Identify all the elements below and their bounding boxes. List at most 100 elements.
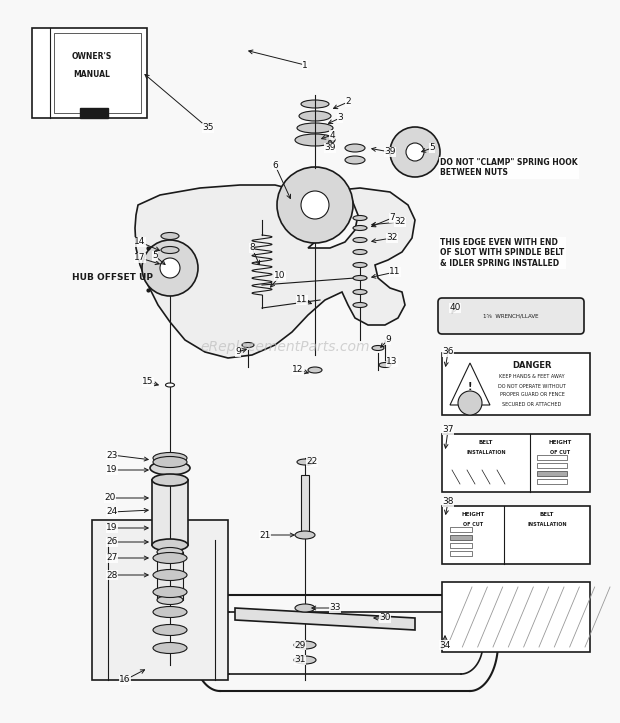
Text: 26: 26 (106, 537, 118, 547)
Text: 19: 19 (106, 466, 118, 474)
Bar (450, 527, 472, 532)
Text: OWNER'S: OWNER'S (72, 52, 112, 61)
Ellipse shape (295, 134, 335, 146)
Bar (537, 455, 567, 460)
Ellipse shape (345, 156, 365, 164)
Text: 12: 12 (292, 366, 304, 375)
Text: 22: 22 (306, 458, 317, 466)
Text: 3: 3 (337, 114, 343, 122)
Text: 28: 28 (106, 570, 118, 580)
Ellipse shape (152, 474, 188, 486)
Text: INSTALLATION: INSTALLATION (466, 450, 506, 455)
Ellipse shape (153, 586, 187, 597)
Circle shape (406, 143, 424, 161)
Circle shape (160, 258, 180, 278)
Ellipse shape (161, 247, 179, 254)
Ellipse shape (295, 531, 315, 539)
Ellipse shape (301, 100, 329, 108)
Text: 17: 17 (135, 254, 146, 262)
Text: 35: 35 (202, 124, 214, 132)
Ellipse shape (153, 607, 187, 617)
Text: 2: 2 (345, 98, 351, 106)
Ellipse shape (295, 604, 315, 612)
Text: 36: 36 (442, 348, 454, 356)
Ellipse shape (353, 289, 367, 294)
Ellipse shape (157, 547, 183, 557)
Text: 8: 8 (249, 244, 255, 252)
Bar (152, 480, 188, 545)
Bar (442, 506, 590, 564)
Text: 27: 27 (106, 554, 118, 562)
Ellipse shape (153, 570, 187, 581)
Text: 9: 9 (385, 335, 391, 344)
Text: 32: 32 (394, 218, 405, 226)
Ellipse shape (153, 625, 187, 636)
Bar (92, 520, 228, 680)
Text: 1⅝  WRENCH/LLAVE: 1⅝ WRENCH/LLAVE (483, 314, 539, 319)
Polygon shape (450, 363, 490, 405)
Text: 38: 38 (442, 497, 454, 507)
Text: 1: 1 (302, 61, 308, 69)
Ellipse shape (345, 144, 365, 152)
Ellipse shape (161, 233, 179, 239)
Bar (442, 353, 590, 415)
Polygon shape (235, 608, 415, 630)
Ellipse shape (153, 456, 187, 468)
Bar (450, 551, 472, 556)
Ellipse shape (153, 453, 187, 463)
Text: SECURED OR ATTACHED: SECURED OR ATTACHED (502, 401, 562, 406)
Text: 39: 39 (324, 143, 336, 153)
Ellipse shape (353, 275, 367, 281)
Text: !: ! (467, 382, 472, 392)
Text: 40: 40 (450, 304, 461, 312)
Text: OF CUT: OF CUT (550, 450, 570, 455)
Ellipse shape (353, 237, 367, 242)
Text: DO NOT "CLAMP" SPRING HOOK
BETWEEN NUTS: DO NOT "CLAMP" SPRING HOOK BETWEEN NUTS (440, 158, 578, 177)
Ellipse shape (153, 552, 187, 563)
Bar (32, 28, 147, 118)
Ellipse shape (308, 367, 322, 373)
Ellipse shape (299, 111, 331, 121)
Text: 24: 24 (107, 508, 118, 516)
Text: 15: 15 (142, 377, 154, 387)
Text: HEIGHT: HEIGHT (548, 440, 572, 445)
Bar (80, 108, 108, 118)
Text: HEIGHT: HEIGHT (461, 512, 485, 517)
Ellipse shape (294, 641, 316, 649)
Text: 39: 39 (384, 147, 396, 156)
Text: 19: 19 (106, 523, 118, 533)
Text: 10: 10 (274, 272, 286, 281)
Text: BELT: BELT (479, 440, 493, 445)
Ellipse shape (150, 461, 190, 475)
FancyBboxPatch shape (438, 298, 584, 334)
Bar (537, 463, 567, 468)
Bar (442, 434, 590, 492)
Bar (442, 582, 590, 652)
Text: 14: 14 (135, 237, 146, 247)
Text: 37: 37 (442, 426, 454, 435)
Ellipse shape (353, 262, 367, 268)
Bar (537, 471, 567, 476)
Ellipse shape (297, 123, 333, 133)
Text: 11: 11 (296, 296, 308, 304)
Ellipse shape (372, 346, 384, 351)
Circle shape (277, 167, 353, 243)
Text: THIS EDGE EVEN WITH END
OF SLOT WITH SPINDLE BELT
& IDLER SPRING INSTALLED: THIS EDGE EVEN WITH END OF SLOT WITH SPI… (440, 238, 564, 268)
Ellipse shape (153, 643, 187, 654)
Ellipse shape (353, 215, 367, 221)
Text: 23: 23 (106, 450, 118, 460)
Bar (450, 543, 472, 548)
Text: 20: 20 (104, 494, 116, 502)
Ellipse shape (242, 343, 254, 348)
Text: MANUAL: MANUAL (74, 70, 110, 80)
Text: 13: 13 (386, 357, 398, 367)
Text: 33: 33 (329, 604, 341, 612)
Ellipse shape (152, 539, 188, 551)
Circle shape (458, 391, 482, 415)
Circle shape (301, 191, 329, 219)
Text: DANGER: DANGER (512, 361, 552, 369)
Text: 31: 31 (294, 656, 306, 664)
Text: OF CUT: OF CUT (463, 522, 483, 527)
Bar (54, 33, 141, 113)
Text: KEEP HANDS & FEET AWAY: KEEP HANDS & FEET AWAY (499, 375, 565, 380)
